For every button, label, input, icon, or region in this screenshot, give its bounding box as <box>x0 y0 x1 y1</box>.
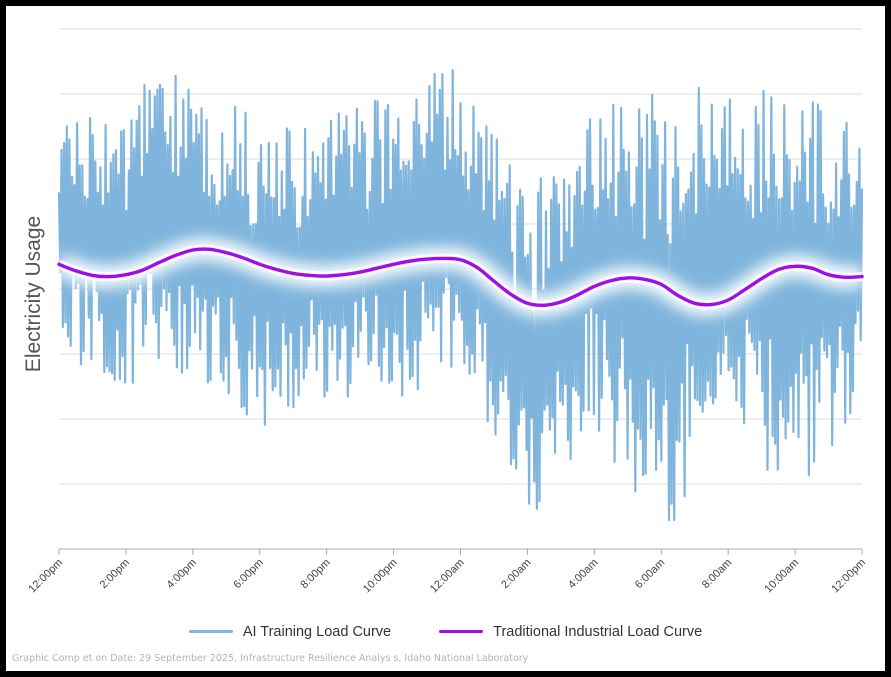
x-tick-label: 10:00am <box>762 557 801 596</box>
y-axis-label: Electricity Usage <box>22 216 45 372</box>
x-tick-label: 8:00pm <box>298 557 332 591</box>
chart-frame: 12:00pm 2:00pm 4:00pm 6:00pm 8:00pm 10:00pm 12… <box>6 6 885 671</box>
legend-swatch-ai <box>188 630 233 633</box>
x-tick-label: 12:00pm <box>829 557 868 596</box>
x-tick-marks <box>58 549 863 555</box>
industrial-load-line <box>57 247 864 308</box>
x-tick-label: 4:00pm <box>165 557 199 591</box>
legend-item-industrial: Traditional Industrial Load Curve <box>439 624 702 640</box>
legend-label-industrial: Traditional Industrial Load Curve <box>493 623 703 640</box>
industrial-series <box>54 238 864 317</box>
x-tick-label: 12:00am <box>428 557 467 596</box>
x-tick-label: 12:00pm <box>26 557 65 596</box>
legend-swatch-industrial <box>439 630 484 633</box>
x-tick-label: 10:00pm <box>361 557 400 596</box>
x-tick-labels: 12:00pm 2:00pm 4:00pm 6:00pm 8:00pm 10:00pm 12… <box>26 557 868 596</box>
x-tick-label: 4:00am <box>566 557 600 591</box>
legend: AI Training Load Curve Traditional Indus… <box>6 621 885 640</box>
x-tick-label: 2:00pm <box>98 557 132 591</box>
x-tick-label: 8:00am <box>700 557 734 591</box>
source-credit: Graphic Comp et on Date: 29 September 20… <box>12 653 529 664</box>
load-curve-chart: 12:00pm 2:00pm 4:00pm 6:00pm 8:00pm 10:00pm 12… <box>22 28 868 596</box>
legend-item-ai: AI Training Load Curve <box>188 623 392 640</box>
x-tick-label: 2:00am <box>499 557 533 591</box>
x-tick-label: 6:00am <box>633 557 667 591</box>
legend-label-ai: AI Training Load Curve <box>242 623 392 640</box>
x-tick-label: 6:00pm <box>231 557 265 591</box>
